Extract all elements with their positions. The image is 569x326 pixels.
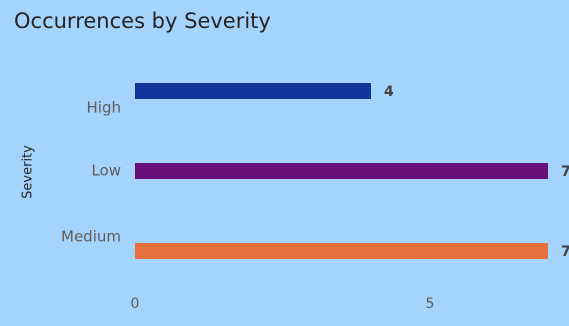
data-label: 7: [561, 164, 569, 180]
chart-title: Occurrences by Severity: [14, 9, 271, 33]
x-tick-label: 5: [426, 296, 435, 312]
data-label: 7: [561, 244, 569, 260]
y-tick-label: Low: [91, 162, 121, 180]
data-label: 4: [384, 84, 394, 100]
y-tick-label: High: [87, 99, 121, 117]
y-axis-title: Severity: [21, 145, 36, 199]
bar: [135, 243, 548, 259]
bar: [135, 83, 371, 99]
x-tick-label: 0: [131, 296, 140, 312]
bar: [135, 163, 548, 179]
y-tick-label: Medium: [61, 228, 121, 246]
